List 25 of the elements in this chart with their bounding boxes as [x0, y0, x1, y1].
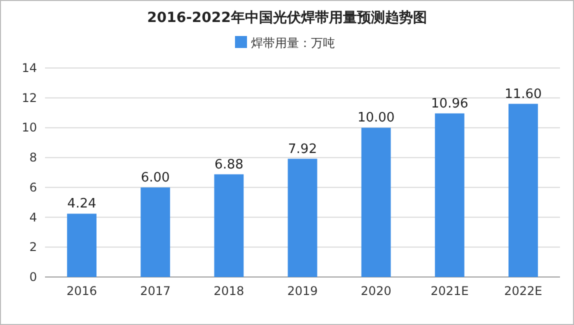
- data-label: 7.92: [288, 142, 317, 157]
- data-label: 6.00: [140, 170, 170, 186]
- data-label: 10.96: [431, 96, 468, 112]
- data-label: 11.60: [504, 86, 542, 102]
- xtick: 2022E: [504, 284, 542, 298]
- legend: 焊带用量：万吨: [235, 36, 335, 50]
- title: 2016-2022年中国光伏焊带用量预测趋势图: [147, 10, 427, 26]
- xtick: 2020: [360, 284, 392, 298]
- xtick: 2017: [140, 284, 171, 298]
- ytick: 0: [29, 270, 37, 284]
- ytick: 8: [29, 150, 37, 165]
- xtick: 2018: [214, 284, 244, 298]
- xtick: 2016: [66, 284, 98, 298]
- xtick: 2019: [287, 284, 318, 298]
- ytick: 2: [29, 240, 37, 254]
- ytick: 4: [29, 210, 37, 224]
- xtick: 2021E: [430, 284, 469, 298]
- ytick: 6: [29, 180, 37, 194]
- ytick: 12: [22, 90, 37, 105]
- ytick: 14: [22, 61, 37, 75]
- data-label: 4.24: [67, 196, 96, 212]
- data-label: 6.88: [214, 157, 244, 172]
- ytick: 10: [22, 120, 37, 135]
- data-label: 10.00: [357, 110, 395, 126]
- legend-label: 焊带用量：万吨: [251, 36, 335, 50]
